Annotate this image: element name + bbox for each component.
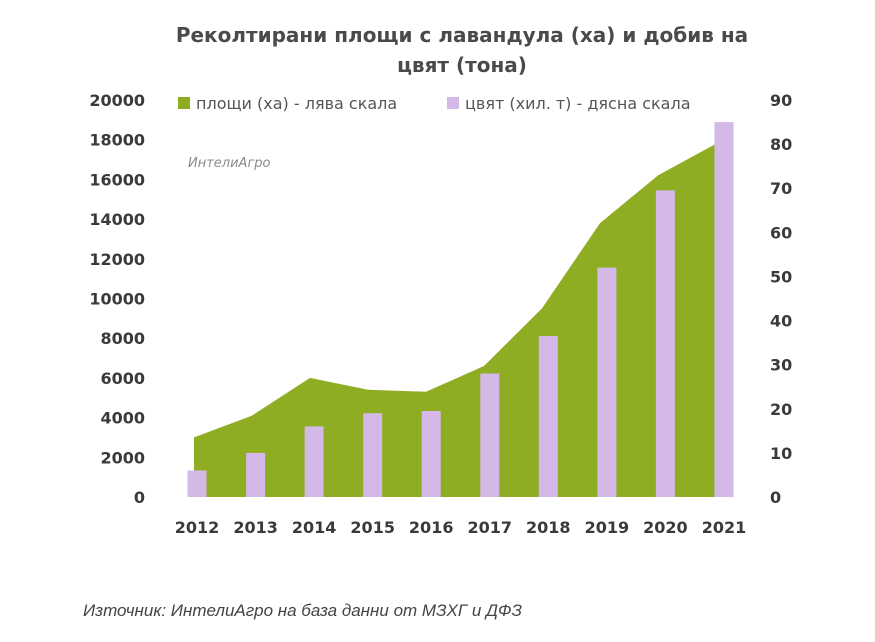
left-axis-tick-label: 0 bbox=[134, 488, 145, 507]
bar-2020 bbox=[655, 190, 675, 497]
x-axis-tick-label: 2013 bbox=[233, 518, 278, 537]
right-axis-tick-label: 90 bbox=[770, 91, 792, 110]
right-axis-tick-label: 50 bbox=[770, 267, 792, 286]
x-axis-tick-label: 2014 bbox=[292, 518, 337, 537]
source-note: Източник: ИнтелиАгро на база данни от МЗ… bbox=[83, 601, 522, 620]
x-axis: 2012 2013 2014 2015 2016 2017 2018 2019 2020 2021 bbox=[175, 518, 747, 537]
bar-2018 bbox=[538, 336, 558, 497]
bar-2021 bbox=[714, 122, 734, 497]
left-axis-tick-label: 6000 bbox=[100, 369, 145, 388]
x-axis-tick-label: 2018 bbox=[526, 518, 571, 537]
legend-label-area: площи (ха) - лява скала bbox=[196, 94, 397, 113]
legend-label-bars: цвят (хил. т) - дясна скала bbox=[465, 94, 691, 113]
right-axis-tick-label: 70 bbox=[770, 179, 792, 198]
right-axis-tick-label: 30 bbox=[770, 356, 792, 375]
left-axis: 0 2000 4000 6000 8000 10000 12000 14000 16000 180… bbox=[89, 91, 145, 507]
plot-area bbox=[187, 122, 734, 497]
left-axis-tick-label: 14000 bbox=[89, 210, 145, 229]
x-axis-tick-label: 2017 bbox=[468, 518, 513, 537]
left-axis-tick-label: 16000 bbox=[89, 170, 145, 189]
bar-series-tsvyat bbox=[187, 122, 734, 497]
x-axis-tick-label: 2012 bbox=[175, 518, 220, 537]
bar-2014 bbox=[304, 426, 324, 497]
bar-2012 bbox=[187, 470, 207, 497]
area-series-ploshti bbox=[194, 143, 716, 497]
bar-2015 bbox=[363, 413, 383, 497]
legend: площи (ха) - лява скала цвят (хил. т) - … bbox=[178, 94, 691, 113]
bar-2019 bbox=[597, 267, 617, 497]
left-axis-tick-label: 12000 bbox=[89, 250, 145, 269]
bar-2016 bbox=[421, 411, 441, 497]
right-axis-tick-label: 0 bbox=[770, 488, 781, 507]
left-axis-tick-label: 8000 bbox=[100, 329, 145, 348]
left-axis-tick-label: 18000 bbox=[89, 131, 145, 150]
left-axis-tick-label: 10000 bbox=[89, 290, 145, 309]
right-axis-tick-label: 20 bbox=[770, 400, 792, 419]
right-axis-tick-label: 40 bbox=[770, 312, 792, 331]
x-axis-tick-label: 2015 bbox=[350, 518, 395, 537]
legend-swatch-area bbox=[178, 97, 190, 109]
x-axis-tick-label: 2021 bbox=[702, 518, 747, 537]
right-axis-tick-label: 80 bbox=[770, 135, 792, 154]
legend-swatch-bars bbox=[447, 97, 459, 109]
right-axis-tick-label: 60 bbox=[770, 223, 792, 242]
chart-title-line-2: цвят (тона) bbox=[397, 53, 527, 77]
bar-2017 bbox=[480, 373, 500, 497]
x-axis-tick-label: 2020 bbox=[643, 518, 688, 537]
x-axis-tick-label: 2016 bbox=[409, 518, 454, 537]
left-axis-tick-label: 4000 bbox=[100, 409, 145, 428]
x-axis-tick-label: 2019 bbox=[585, 518, 630, 537]
bar-2013 bbox=[246, 452, 266, 497]
right-axis: 0 10 20 30 40 50 60 70 80 90 bbox=[770, 91, 792, 507]
left-axis-tick-label: 2000 bbox=[100, 448, 145, 467]
watermark: ИнтелиАгро bbox=[188, 156, 271, 171]
left-axis-tick-label: 20000 bbox=[89, 91, 145, 110]
chart-title-line-1: Реколтирани площи с лавандула (ха) и доб… bbox=[176, 23, 748, 47]
right-axis-tick-label: 10 bbox=[770, 444, 792, 463]
